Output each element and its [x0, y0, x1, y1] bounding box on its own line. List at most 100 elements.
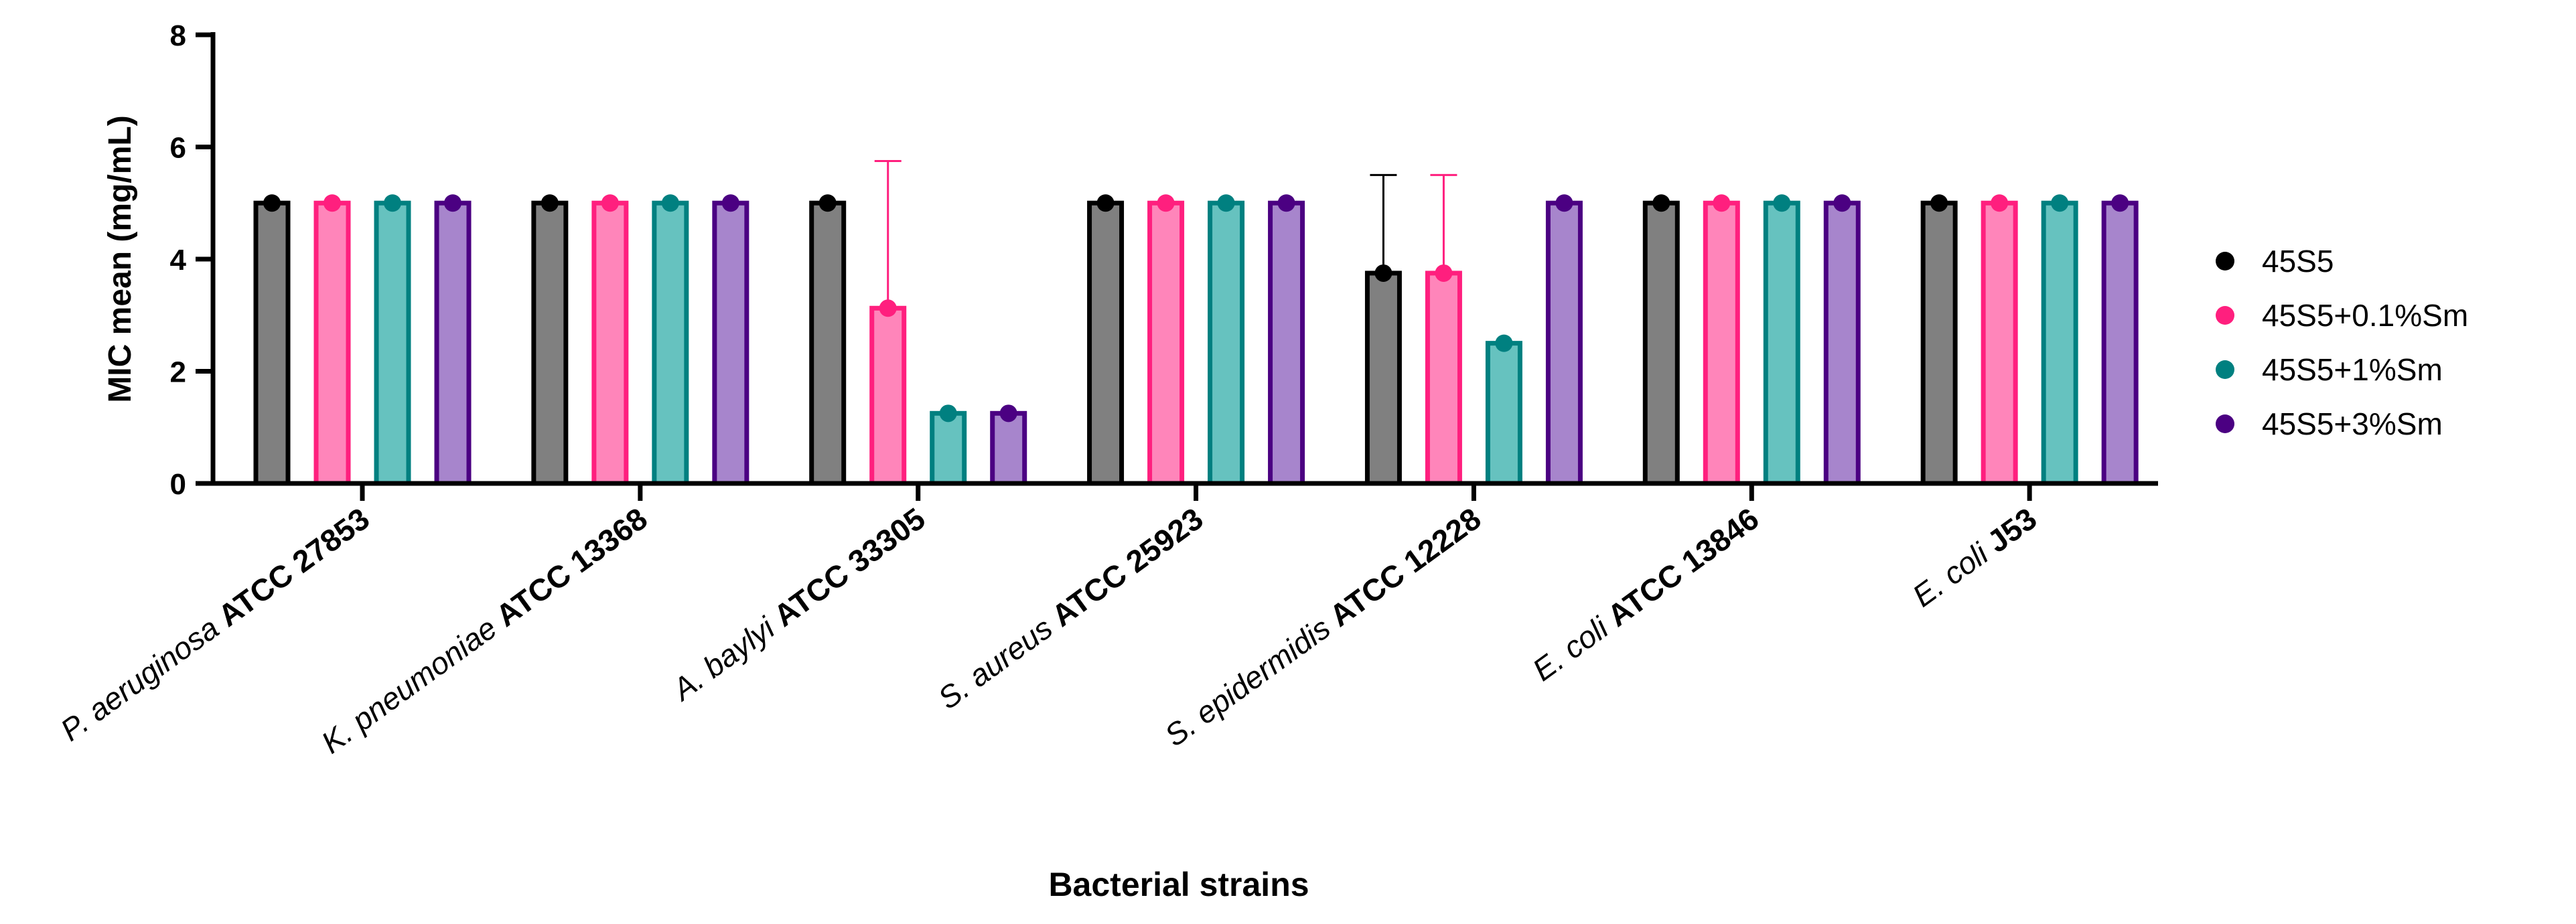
category-species: E. coli [1906, 531, 2001, 613]
category-species: E. coli [1526, 605, 1621, 688]
bar [1087, 200, 1125, 486]
data-point [1277, 194, 1295, 212]
data-point [1435, 264, 1453, 282]
y-tick-label: 0 [170, 468, 186, 501]
bar [434, 200, 472, 486]
data-point [1555, 194, 1573, 212]
y-tick-label: 8 [170, 19, 186, 52]
bar [253, 200, 291, 486]
category-species: S. aureus [932, 605, 1066, 716]
data-point [879, 299, 897, 317]
bar [1823, 200, 1861, 486]
legend-item: 45S5 [2216, 244, 2334, 279]
category-strain: ATCC 13368 [490, 501, 654, 633]
y-tick-label: 6 [170, 132, 186, 165]
data-point [324, 194, 341, 212]
data-point [444, 194, 461, 212]
data-point [601, 194, 619, 212]
bar [591, 200, 629, 486]
category-strain: ATCC 33305 [768, 501, 932, 633]
legend-marker [2216, 414, 2234, 433]
x-tick-label: E. coli J53 [1906, 501, 2043, 613]
data-point [1495, 334, 1513, 352]
plot-area [253, 159, 2139, 486]
data-point [661, 194, 679, 212]
legend-item: 45S5+1%Sm [2216, 352, 2443, 387]
data-point [818, 194, 837, 212]
y-axis-label: MIC mean (mg/mL) [102, 115, 138, 402]
category-strain: ATCC 12228 [1323, 501, 1487, 633]
bar [1703, 200, 1740, 486]
bar [652, 200, 689, 486]
data-point [999, 404, 1017, 422]
bar [1642, 200, 1680, 486]
legend-label: 45S5 [2262, 244, 2334, 279]
data-point [1713, 194, 1731, 212]
legend-label: 45S5+3%Sm [2262, 406, 2443, 441]
x-tick-label: S. epidermidis ATCC 12228 [1158, 501, 1487, 753]
category-species: K. pneumoniae [315, 605, 510, 760]
bar [2041, 200, 2078, 486]
bar [1485, 341, 1522, 486]
x-tick-label: E. coli ATCC 13846 [1526, 501, 1765, 688]
bar [1364, 271, 1402, 486]
bar [1208, 200, 1245, 486]
data-point [939, 404, 957, 422]
legend-label: 45S5+0.1%Sm [2262, 298, 2468, 333]
x-tick-label: A. baylyi ATCC 33305 [664, 501, 931, 708]
data-point [541, 194, 559, 212]
legend-marker [2216, 306, 2234, 325]
category-species: P. aeruginosa [54, 605, 232, 748]
data-point [263, 194, 281, 212]
bar [1268, 200, 1305, 486]
bar [1920, 200, 1958, 486]
data-point [1157, 194, 1175, 212]
data-point [1991, 194, 2009, 212]
bar [1545, 200, 1583, 486]
category-strain: ATCC 13846 [1601, 501, 1765, 633]
legend-label: 45S5+1%Sm [2262, 352, 2443, 387]
data-point [384, 194, 401, 212]
x-tick-label: P. aeruginosa ATCC 27853 [54, 501, 376, 748]
bar [531, 200, 569, 486]
legend-item: 45S5+0.1%Sm [2216, 298, 2468, 333]
bar [374, 200, 411, 486]
bar [2101, 200, 2139, 486]
bar [990, 410, 1027, 486]
bar [1147, 200, 1185, 486]
data-point [1652, 194, 1670, 212]
y-axis: 0 2 4 6 8 [170, 19, 216, 501]
bar [1425, 271, 1462, 486]
bar [930, 410, 967, 486]
x-tick-label: K. pneumoniae ATCC 13368 [315, 501, 654, 760]
x-tick-label: S. aureus ATCC 25923 [932, 501, 1210, 716]
data-point [2051, 194, 2069, 212]
category-species: S. epidermidis [1158, 605, 1344, 753]
category-strain: ATCC 25923 [1045, 501, 1209, 633]
bar [809, 200, 847, 486]
data-point [1096, 194, 1115, 212]
bar [313, 200, 351, 486]
data-point [1773, 194, 1791, 212]
data-point [1217, 194, 1235, 212]
bar [1763, 200, 1800, 486]
y-tick-label: 2 [170, 356, 186, 389]
category-species: A. baylyi [664, 605, 788, 708]
bar [1981, 200, 2018, 486]
data-point [1374, 264, 1392, 282]
category-strain: ATCC 27853 [212, 501, 376, 633]
data-point [1930, 194, 1948, 212]
x-axis-label: Bacterial strains [1048, 866, 1309, 903]
bar [869, 305, 907, 486]
legend-item: 45S5+3%Sm [2216, 406, 2443, 441]
legend-marker [2216, 360, 2234, 379]
legend: 45S5 45S5+0.1%Sm 45S5+1%Sm 45S5+3%Sm [2216, 244, 2468, 441]
data-point [1833, 194, 1851, 212]
data-point [721, 194, 739, 212]
legend-marker [2216, 252, 2234, 271]
data-point [2111, 194, 2129, 212]
y-tick-label: 4 [170, 244, 187, 277]
bar [712, 200, 749, 486]
